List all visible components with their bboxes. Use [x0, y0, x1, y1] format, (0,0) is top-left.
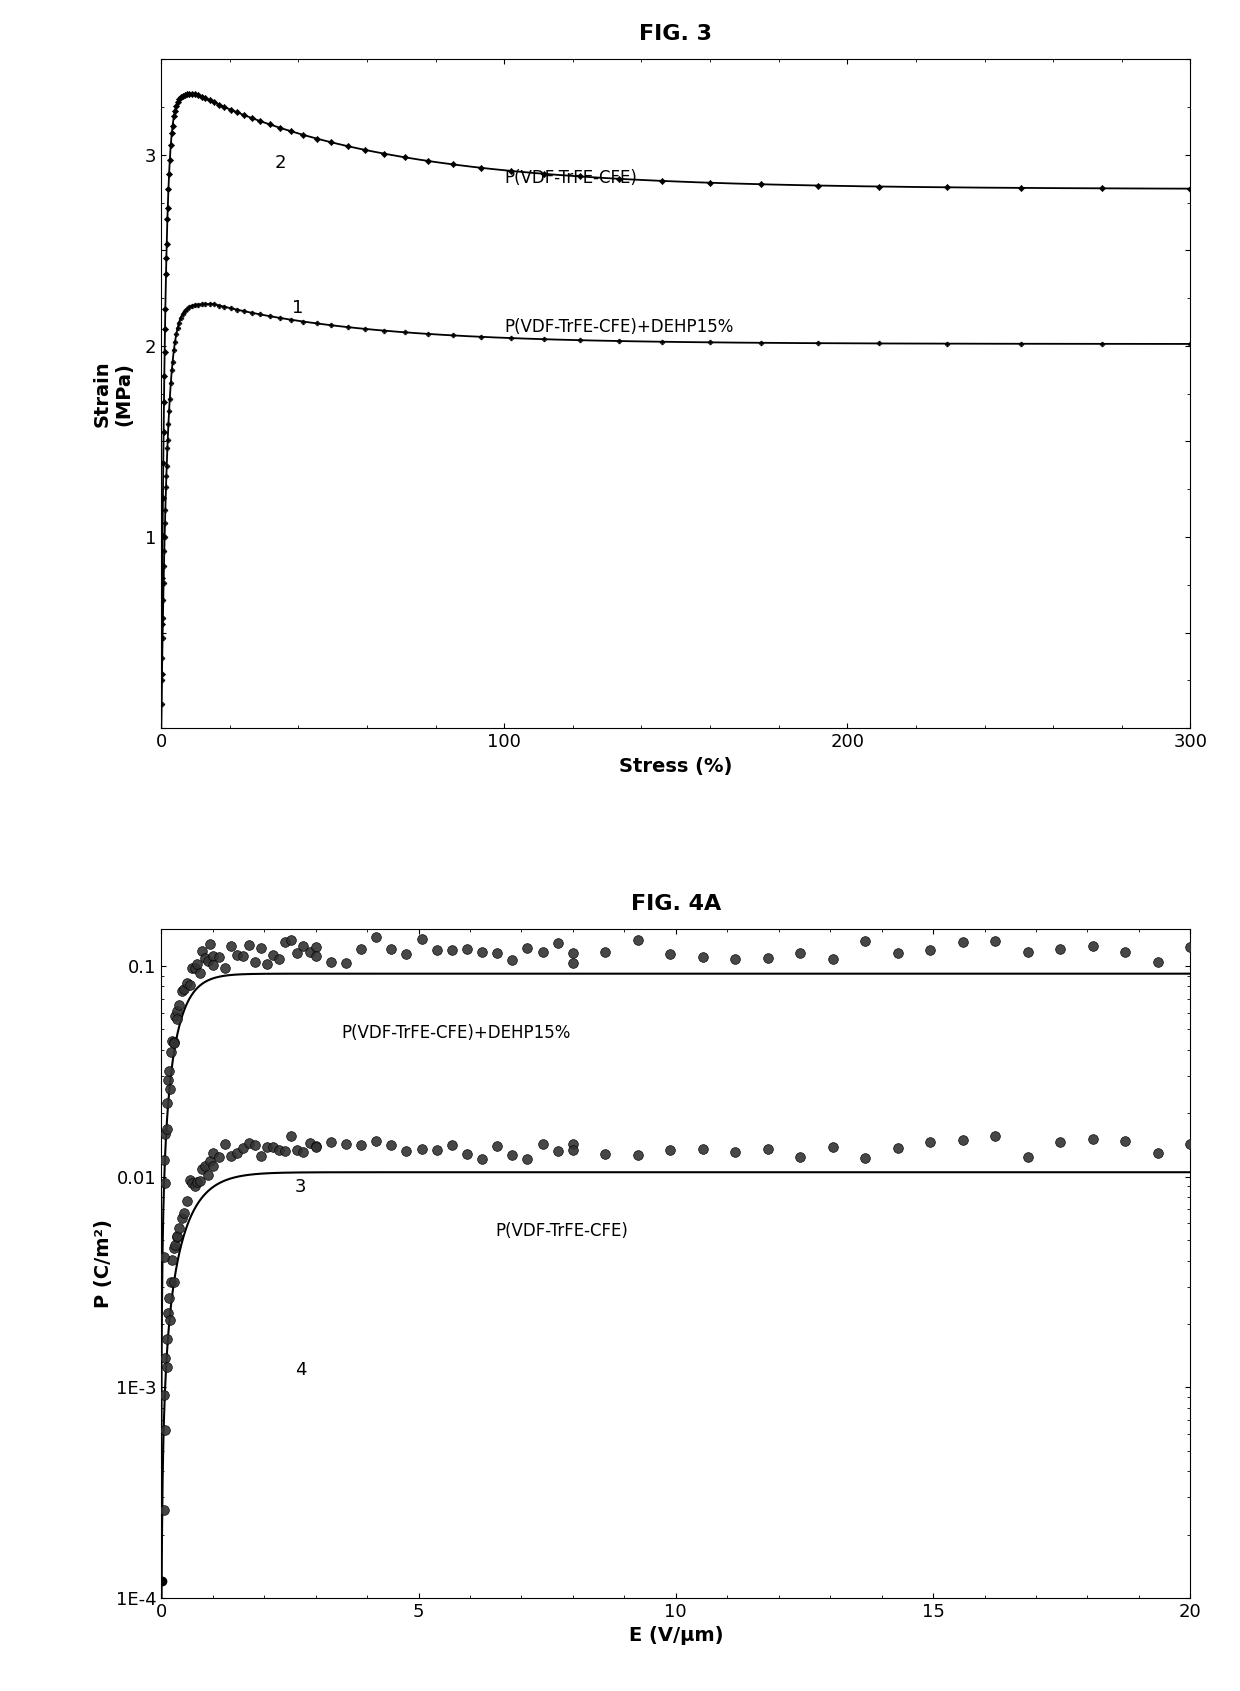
Text: P(VDF-TrFE-CFE)+DEHP15%: P(VDF-TrFE-CFE)+DEHP15% [341, 1025, 570, 1042]
Text: 1: 1 [291, 299, 303, 318]
Text: 2: 2 [274, 154, 286, 172]
X-axis label: Stress (%): Stress (%) [619, 756, 733, 776]
Y-axis label: P (C/m²): P (C/m²) [94, 1219, 113, 1307]
X-axis label: E (V/μm): E (V/μm) [629, 1627, 723, 1645]
Text: P(VDF-TrFE-CFE)+DEHP15%: P(VDF-TrFE-CFE)+DEHP15% [505, 318, 734, 337]
Text: P(VDF-TrFE-CFE): P(VDF-TrFE-CFE) [496, 1223, 629, 1241]
Title: FIG. 4A: FIG. 4A [631, 893, 720, 913]
Text: 3: 3 [295, 1177, 306, 1196]
Title: FIG. 3: FIG. 3 [640, 24, 712, 44]
Y-axis label: Strain
(MPa): Strain (MPa) [93, 360, 134, 428]
Text: 4: 4 [295, 1361, 306, 1378]
Text: P(VDF-TrFE-CFE): P(VDF-TrFE-CFE) [505, 169, 637, 186]
